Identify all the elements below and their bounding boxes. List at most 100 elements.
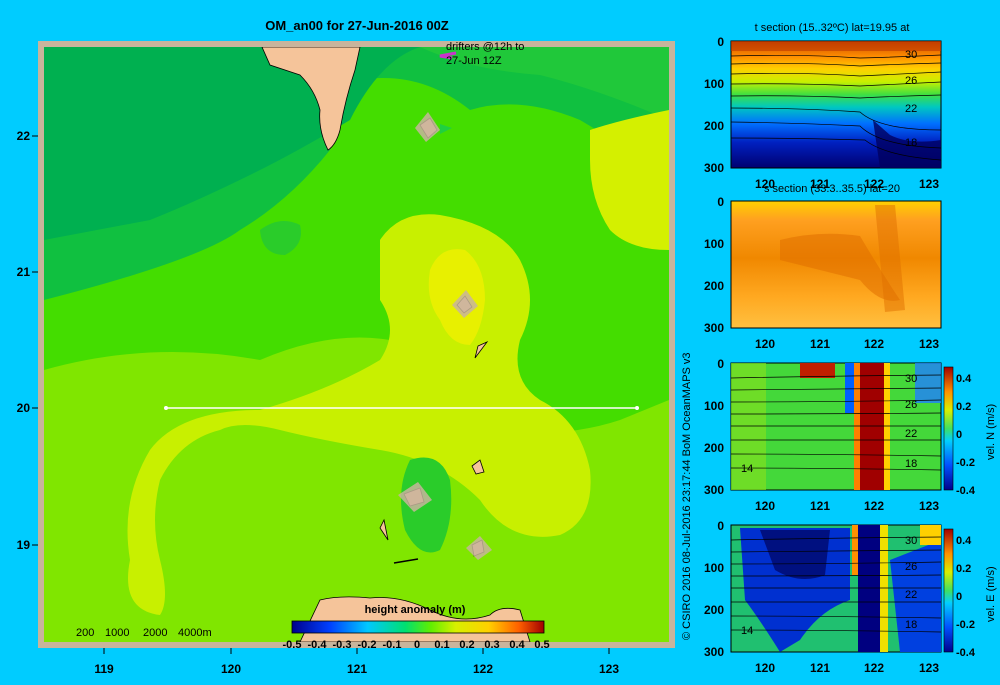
y-tick: 100 (704, 237, 724, 251)
ve-blue-west-core (760, 530, 830, 579)
y-tick: 0 (717, 35, 724, 49)
vn-patch-west (731, 363, 766, 490)
colorbar-tick: -0.1 (383, 639, 402, 651)
map-y-tick: 22 (17, 129, 31, 143)
colorbar-gradient (291, 620, 545, 634)
s-section-y-axis: 0 100 200 300 (704, 195, 724, 335)
y-tick: 0 (717, 519, 724, 533)
ve-contours (730, 536, 942, 633)
vn-colorbar (943, 366, 954, 491)
cbar-tick: 0.4 (956, 535, 972, 547)
vn-colorbar-ticks: 0.4 0.2 0 -0.2 -0.4 (956, 373, 976, 497)
y-tick: 200 (704, 603, 724, 617)
y-tick: 0 (717, 195, 724, 209)
map-y-tick: 20 (17, 401, 31, 415)
depth-legend: 200 1000 2000 4000m (76, 627, 212, 639)
map-x-axis: 119 120 121 122 123 (94, 662, 619, 676)
ve-band-navy (858, 525, 880, 652)
x-tick: 121 (810, 499, 830, 513)
colorbar-tick: 0.5 (534, 639, 549, 651)
colorbar-tick: 0.3 (484, 639, 499, 651)
ve-band-yellow (880, 525, 888, 652)
depth-legend-200: 200 (76, 627, 94, 639)
land-taiwan (261, 47, 361, 151)
map-x-tick: 122 (473, 662, 493, 676)
yellow-green-blob-east (590, 110, 669, 250)
section-line-start (164, 406, 168, 410)
x-tick: 123 (919, 499, 939, 513)
x-tick: 120 (755, 661, 775, 675)
yellow-blob-inner (428, 249, 485, 345)
cbar-tick: 0.2 (956, 563, 971, 575)
t-section-x-axis: 120 121 122 123 (755, 177, 939, 191)
x-tick: 120 (755, 499, 775, 513)
map-y-tickmarks (32, 135, 38, 546)
shelf-patch-1 (415, 112, 440, 142)
s-section-title: s section (33.3..35.5) lat=20 (764, 183, 900, 195)
x-tick: 120 (755, 177, 775, 191)
contour-label: 22 (905, 428, 917, 440)
cbar-tick: 0.2 (956, 401, 971, 413)
island-6 (379, 518, 389, 541)
y-tick: 100 (704, 561, 724, 575)
colorbar-tick: -0.2 (358, 639, 377, 651)
s-section-dark-column (875, 205, 905, 312)
x-tick: 123 (919, 177, 939, 191)
shelf-patch-2 (452, 290, 478, 318)
y-tick: 0 (717, 357, 724, 371)
cbar-tick: -0.2 (956, 619, 975, 631)
t-section-contours (730, 54, 942, 161)
x-tick: 122 (864, 661, 884, 675)
colorbar-title: height anomaly (m) (365, 604, 466, 616)
map-x-tick: 123 (599, 662, 619, 676)
ve-x-axis: 120 121 122 123 (755, 661, 939, 675)
section-line-end (635, 406, 639, 410)
drifter-track (439, 51, 457, 60)
vn-band-red (860, 363, 884, 490)
y-tick: 200 (704, 279, 724, 293)
ve-east-top (920, 525, 941, 545)
vn-colorbar-label: vel. N (m/s) (985, 404, 997, 460)
y-tick: 200 (704, 441, 724, 455)
contour-label: 30 (905, 373, 917, 385)
vn-contours (730, 374, 942, 471)
t-section-title: t section (15..32ºC) lat=19.95 at (755, 22, 910, 34)
drifter-label-1: drifters @12h to (446, 41, 524, 53)
ve-y-axis: 0 100 200 300 (704, 519, 724, 659)
ve-colorbar-label: vel. E (m/s) (985, 566, 997, 622)
island-4 (471, 459, 485, 475)
shelf-patch-4 (466, 536, 492, 560)
t-section-deep-step (873, 120, 941, 168)
contour-label: 18 (905, 137, 917, 149)
map-title: OM_an00 for 27-Jun-2016 00Z (265, 18, 449, 33)
cbar-tick: -0.2 (956, 457, 975, 469)
colorbar-tick: -0.3 (333, 639, 352, 651)
y-tick: 300 (704, 161, 724, 175)
cbar-tick: 0 (956, 591, 962, 603)
credit-text: © CSIRO 2016 08-Jul-2016 23:17:44 BoM Oc… (681, 352, 693, 640)
colorbar-tick: 0.2 (459, 639, 474, 651)
cbar-tick: -0.4 (956, 485, 976, 497)
ve-blue-east (890, 540, 941, 652)
green-patch-south (401, 457, 452, 553)
island-3 (474, 341, 489, 359)
shelf-patch-3 (398, 482, 432, 512)
depth-legend-2000: 2000 (143, 627, 167, 639)
ve-colorbar-ticks: 0.4 0.2 0 -0.2 -0.4 (956, 535, 976, 659)
ve-contour-labels: 30 26 22 18 14 (741, 535, 917, 637)
y-tick: 100 (704, 399, 724, 413)
x-tick: 123 (919, 337, 939, 351)
drifter-arrow-green (440, 124, 452, 134)
ve-band-orange (852, 525, 858, 575)
contour-label: 18 (905, 458, 917, 470)
contour-label: 26 (905, 75, 917, 87)
depth-legend-1000: 1000 (105, 627, 129, 639)
cbar-tick: 0.4 (956, 373, 972, 385)
x-tick: 122 (864, 499, 884, 513)
t-section-contour-labels: 30 26 22 18 (905, 49, 917, 149)
x-tick: 120 (755, 337, 775, 351)
colorbar-tick: 0.4 (509, 639, 525, 651)
vn-patch-east (915, 363, 941, 403)
map-x-tick: 120 (221, 662, 241, 676)
